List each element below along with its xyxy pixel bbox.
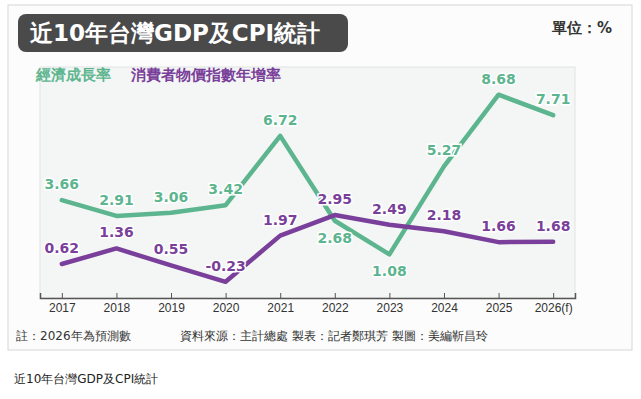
x-tick-mark: [226, 293, 227, 298]
x-tick-label: 2025: [486, 301, 513, 315]
x-tick: 2024: [431, 293, 458, 315]
x-tick-mark: [171, 293, 172, 298]
data-label: 0.55: [154, 241, 189, 257]
data-label: 2.91: [99, 192, 134, 208]
legend: 經濟成長率 消費者物價指數年增率: [35, 66, 281, 84]
data-label: 0.62: [45, 240, 80, 256]
x-axis: 2017 2018 2019 2020 2021 2022 2023 2024 2025 2026…: [41, 293, 576, 315]
title-box: [18, 14, 348, 52]
x-tick-mark: [280, 293, 281, 298]
data-label: 6.72: [263, 112, 298, 128]
x-tick: 2025: [486, 293, 513, 315]
x-tick-label: 2022: [322, 301, 349, 315]
legend-entry: 經濟成長率: [35, 66, 111, 84]
x-tick: 2020: [213, 293, 240, 315]
x-tick-mark: [62, 293, 63, 298]
x-tick: 2021: [267, 293, 294, 315]
data-label: 1.97: [263, 212, 298, 228]
data-label: 1.68: [536, 218, 571, 234]
x-axis-line: [41, 293, 576, 299]
data-label: 1.36: [99, 224, 134, 240]
x-tick-mark: [389, 293, 390, 298]
x-tick: 2019: [158, 293, 185, 315]
caption: 近10年台灣GDP及CPI統計: [14, 372, 158, 386]
data-label: 5.27: [427, 142, 462, 158]
series-line: [62, 215, 553, 282]
x-tick-mark: [335, 293, 336, 298]
x-tick-label: 2024: [431, 301, 458, 315]
series-line: [62, 95, 553, 255]
data-label: 2.68: [318, 230, 353, 246]
data-label: 3.06: [154, 189, 189, 205]
x-tick-label: 2026(f): [535, 301, 573, 315]
annotation: 註：2026年為預測數: [16, 329, 131, 343]
plot-area: [40, 67, 575, 298]
x-tick: 2023: [377, 293, 404, 315]
data-labels: 3.66 2.91 3.06 3.42 6.72 2.68 1.08 5.27 8.68 7.71…: [45, 71, 571, 280]
data-label: -0.23: [205, 258, 245, 274]
x-tick-mark: [499, 293, 500, 298]
data-label: 2.49: [372, 201, 407, 217]
legend-entry: 消費者物價指數年增率: [130, 66, 281, 84]
x-tick-mark: [116, 293, 117, 298]
x-tick: 2026(f): [535, 293, 573, 315]
x-tick: 2022: [322, 293, 349, 315]
x-tick-label: 2023: [377, 301, 404, 315]
annotation: 資料來源：主計總處 製表：記者鄭琪芳 製圖：美編靳昌玲: [180, 329, 488, 343]
x-tick-label: 2017: [49, 301, 76, 315]
data-label: 8.68: [481, 71, 516, 87]
chart: 近10年台灣GDP及CPI統計單位：%經濟成長率消費者物價指數年增率201720…: [0, 0, 641, 399]
chart-frame: [8, 5, 632, 350]
x-tick: 2018: [104, 293, 131, 315]
data-label: 7.71: [536, 91, 571, 107]
unit-label: 單位：%: [551, 19, 612, 37]
x-tick-mark: [553, 293, 554, 298]
data-label: 1.08: [372, 263, 407, 279]
lines: [62, 95, 553, 282]
x-tick-mark: [444, 293, 445, 298]
data-label: 3.66: [45, 176, 80, 192]
x-tick-label: 2018: [104, 301, 131, 315]
data-label: 2.18: [427, 207, 462, 223]
x-tick-label: 2021: [267, 301, 294, 315]
x-tick-label: 2020: [213, 301, 240, 315]
title: 近10年台灣GDP及CPI統計: [29, 20, 320, 46]
x-tick-label: 2019: [158, 301, 185, 315]
data-label: 1.66: [481, 218, 516, 234]
data-label: 2.95: [318, 191, 353, 207]
x-tick: 2017: [49, 293, 76, 315]
data-label: 3.42: [208, 181, 243, 197]
